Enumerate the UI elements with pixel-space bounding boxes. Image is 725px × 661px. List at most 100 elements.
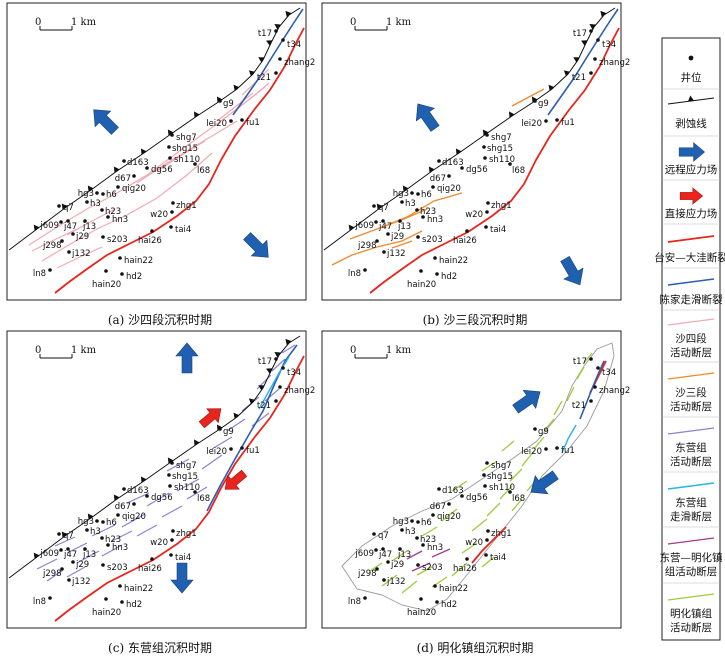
well-label-hai26: hai26 (138, 564, 162, 574)
well-label-j47: j47 (63, 222, 77, 232)
well-label-w20: w20 (150, 210, 168, 220)
chenjia-strike-slip-fault (232, 8, 304, 116)
well-label-ln8: ln8 (33, 597, 46, 607)
chenjia-strike-slip-fault (547, 8, 619, 116)
legend-label-taian-dawa: 台安—大洼断裂 (654, 251, 725, 264)
well-dot-j47 (381, 219, 385, 223)
well-dot-dg56 (460, 494, 464, 498)
well-label-j132: j132 (386, 249, 406, 259)
panel-d-frame (321, 330, 622, 629)
well-dot-j298 (60, 239, 64, 243)
minghuazhen-fault (486, 502, 501, 517)
dongying-fault (46, 570, 63, 582)
well-dot-t17 (274, 357, 278, 361)
well-label-j29: j29 (390, 560, 404, 570)
well-label-j47: j47 (63, 550, 77, 560)
well-label-t17: t17 (258, 29, 272, 39)
well-dot-dg56 (145, 494, 149, 498)
erosion-line (8, 335, 301, 579)
well-label-zhg1: zhg1 (176, 201, 197, 211)
well-label-hai26: hai26 (138, 236, 162, 246)
well-label-zhg1: zhg1 (176, 529, 197, 539)
well-label-tai4: tai4 (490, 225, 506, 235)
well-label-j298: j298 (42, 241, 62, 251)
well-dot-lei20 (544, 119, 548, 123)
well-dot-t21 (274, 71, 278, 75)
well-label-hain22: hain22 (439, 256, 468, 266)
well-dot-j29 (386, 232, 390, 236)
well-dot-sh110 (483, 484, 487, 488)
well-dot-j29 (386, 560, 390, 564)
well-label-t34: t34 (602, 368, 616, 378)
minghuazhen-fault (391, 550, 408, 562)
well-dot-tai4 (169, 553, 173, 557)
well-dot-zhg1 (171, 529, 175, 533)
well-label-l68: l68 (197, 166, 210, 176)
well-dot-j609 (59, 548, 63, 552)
well-dot-j609 (374, 548, 378, 552)
minghuazhen-fault (381, 574, 398, 587)
well-label-d163: d163 (442, 486, 464, 496)
legend-sha3-symbol (667, 372, 715, 380)
well-dot-hain22 (433, 256, 437, 260)
well-dot-hain22 (118, 584, 122, 588)
basin-outline (341, 342, 615, 612)
well-label-hai26: hai26 (453, 564, 477, 574)
panel-d-caption: (d) 明化镇组沉积时期 (417, 641, 534, 655)
well-dot-hain20 (419, 597, 423, 601)
well-dot-hn3 (421, 215, 425, 219)
well-dot-zhg1 (486, 201, 490, 205)
well-dot-zhg1 (486, 529, 490, 533)
well-dot-hain20 (104, 269, 108, 273)
panel-b-frame (321, 2, 622, 301)
well-label-j298: j298 (357, 241, 377, 251)
well-label-t34: t34 (287, 40, 301, 50)
well-label-zhang2: zhang2 (284, 58, 315, 68)
well-label-qig20: qig20 (437, 184, 461, 194)
legend-label-dongying-strike-slip: 东营组 (675, 496, 707, 509)
well-label-l68: l68 (512, 494, 525, 504)
legend-dongying-minghuazhen-symbol (667, 537, 715, 545)
well-label-w20: w20 (150, 538, 168, 548)
well-dot-qig20 (116, 185, 120, 189)
minghuazhen-fault (451, 562, 468, 577)
well-dot-shg15 (482, 145, 486, 149)
well-dot-hd2 (435, 272, 439, 276)
well-dot-fu1 (240, 446, 244, 450)
minghuazhen-fault (441, 508, 458, 522)
well-dot-qig20 (431, 185, 435, 189)
well-label-qig20: qig20 (122, 512, 146, 522)
well-label-sh110: sh110 (174, 483, 200, 493)
well-label-j298: j298 (357, 569, 377, 579)
well-label-j29: j29 (390, 232, 404, 242)
well-dot-l68 (508, 490, 512, 494)
well-dot-shg7 (170, 133, 174, 137)
erosion-line (8, 7, 301, 251)
taian-dawa-fault (369, 27, 620, 294)
well-dot-h6 (416, 192, 420, 196)
well-label-j298: j298 (42, 569, 62, 579)
well-dot-w20 (170, 210, 174, 214)
well-dot-sh110 (168, 484, 172, 488)
well-label-j609: j609 (354, 221, 374, 231)
well-dot-h23 (100, 536, 104, 540)
scale-label: 1 km (71, 17, 97, 28)
well-dot-lei20 (229, 119, 233, 123)
well-dot-zhang2 (593, 57, 597, 61)
well-dot-hai26 (465, 229, 469, 233)
sha3-fault (391, 240, 413, 249)
well-label-t17: t17 (573, 29, 587, 39)
well-dot-s203 (101, 563, 105, 567)
well-dot-j132 (67, 250, 71, 254)
dongying-minghuazhen-fault (406, 550, 423, 560)
well-label-hn3: hn3 (112, 543, 128, 553)
well-label-s203: s203 (107, 563, 128, 573)
well-label-lei20: lei20 (521, 119, 542, 129)
well-label-hain20: hain20 (407, 280, 436, 290)
well-label-j47: j47 (378, 550, 392, 560)
legend-chenjia-symbol (667, 278, 715, 286)
